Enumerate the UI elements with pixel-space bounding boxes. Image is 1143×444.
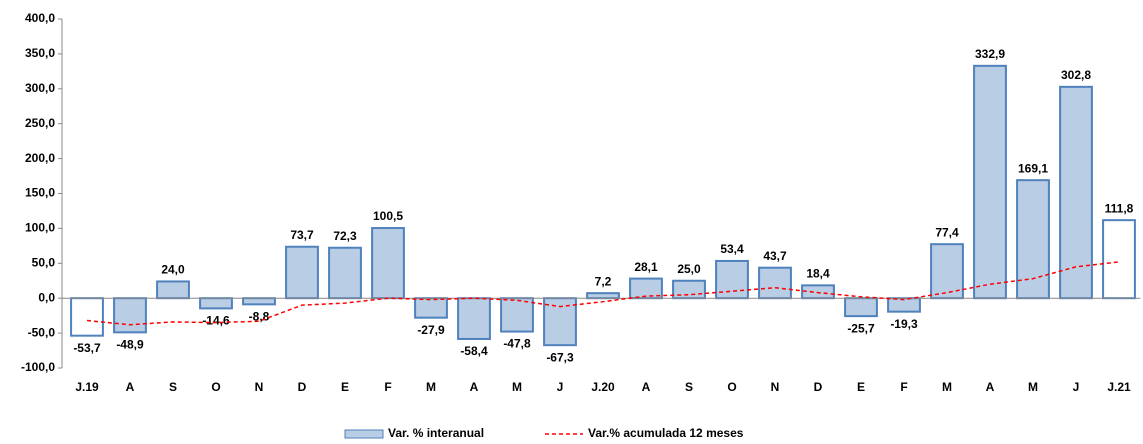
bar [1102, 219, 1136, 300]
value-label: -14,6 [202, 314, 230, 328]
x-tick-label: F [900, 380, 907, 394]
y-tick-label: -100,0 [21, 360, 55, 374]
value-label: 72,3 [333, 229, 357, 243]
value-label: 24,0 [161, 263, 185, 277]
bar [156, 280, 190, 300]
y-tick-label: 400,0 [25, 11, 55, 25]
value-label: 25,0 [677, 262, 701, 276]
x-tick-label: M [426, 380, 436, 394]
value-label: 43,7 [763, 249, 787, 263]
y-tick-label: 50,0 [32, 255, 56, 269]
x-tick-label: N [771, 380, 780, 394]
value-label: -8,8 [249, 310, 270, 324]
bar [414, 297, 448, 319]
bar [930, 243, 964, 300]
bar [586, 292, 620, 300]
value-label: -27,9 [417, 323, 445, 337]
x-tick-label: A [470, 380, 479, 394]
value-label: 302,8 [1061, 68, 1091, 82]
bar [801, 284, 835, 300]
value-label: -48,9 [116, 338, 144, 352]
bar [113, 297, 147, 334]
bar [328, 246, 362, 300]
bar [70, 297, 104, 337]
value-label: -53,7 [73, 341, 101, 355]
x-tick-label: S [169, 380, 177, 394]
x-tick-label: J.20 [591, 380, 615, 394]
value-label: 28,1 [634, 260, 658, 274]
value-label: 77,4 [935, 225, 959, 239]
value-label: 332,9 [975, 47, 1005, 61]
x-tick-label: J [1073, 380, 1080, 394]
value-label: 73,7 [290, 228, 314, 242]
x-tick-label: J.21 [1107, 380, 1131, 394]
bar [457, 297, 491, 340]
bar [285, 245, 319, 300]
x-tick-label: M [1028, 380, 1038, 394]
x-tick-label: E [341, 380, 349, 394]
bar [500, 297, 534, 333]
x-tick-label: A [126, 380, 135, 394]
value-label: 169,1 [1018, 161, 1048, 175]
bar [973, 64, 1007, 300]
y-tick-label: 150,0 [25, 186, 55, 200]
bar [1059, 85, 1093, 300]
y-tick-label: 250,0 [25, 116, 55, 130]
value-label: -67,3 [546, 350, 574, 364]
x-tick-label: D [814, 380, 823, 394]
y-tick-label: 350,0 [25, 46, 55, 60]
x-tick-label: A [986, 380, 995, 394]
value-label: 7,2 [595, 274, 612, 288]
x-tick-label: F [384, 380, 391, 394]
bar [844, 297, 878, 318]
bar [758, 266, 792, 300]
y-tick-label: 300,0 [25, 81, 55, 95]
x-tick-label: O [727, 380, 736, 394]
x-tick-label: N [255, 380, 264, 394]
legend-label: Var. % interanual [388, 426, 484, 440]
x-tick-label: O [211, 380, 220, 394]
value-label: -47,8 [503, 337, 531, 351]
bar [371, 227, 405, 300]
x-tick-label: M [512, 380, 522, 394]
line [86, 261, 1120, 326]
value-label: 53,4 [720, 242, 744, 256]
legend-label: Var.% acumulada 12 meses [588, 426, 744, 440]
y-tick-label: -50,0 [28, 325, 56, 339]
x-tick-label: A [642, 380, 651, 394]
x-tick-label: J [557, 380, 564, 394]
y-tick-label: 0,0 [38, 290, 55, 304]
bar [242, 297, 276, 306]
x-tick-label: M [942, 380, 952, 394]
bar [1016, 179, 1050, 300]
value-label: 18,4 [806, 267, 830, 281]
x-tick-label: E [857, 380, 865, 394]
bar [199, 297, 233, 310]
x-tick-label: S [685, 380, 693, 394]
value-label: -58,4 [460, 344, 488, 358]
value-label: -19,3 [890, 317, 918, 331]
y-tick-label: 200,0 [25, 151, 55, 165]
legend-swatch [344, 429, 384, 439]
x-tick-label: D [298, 380, 307, 394]
y-tick-label: 100,0 [25, 221, 55, 235]
x-tick-label: J.19 [75, 380, 99, 394]
value-label: -25,7 [847, 321, 875, 335]
value-label: 100,5 [373, 209, 403, 223]
value-label: 111,8 [1105, 201, 1134, 215]
